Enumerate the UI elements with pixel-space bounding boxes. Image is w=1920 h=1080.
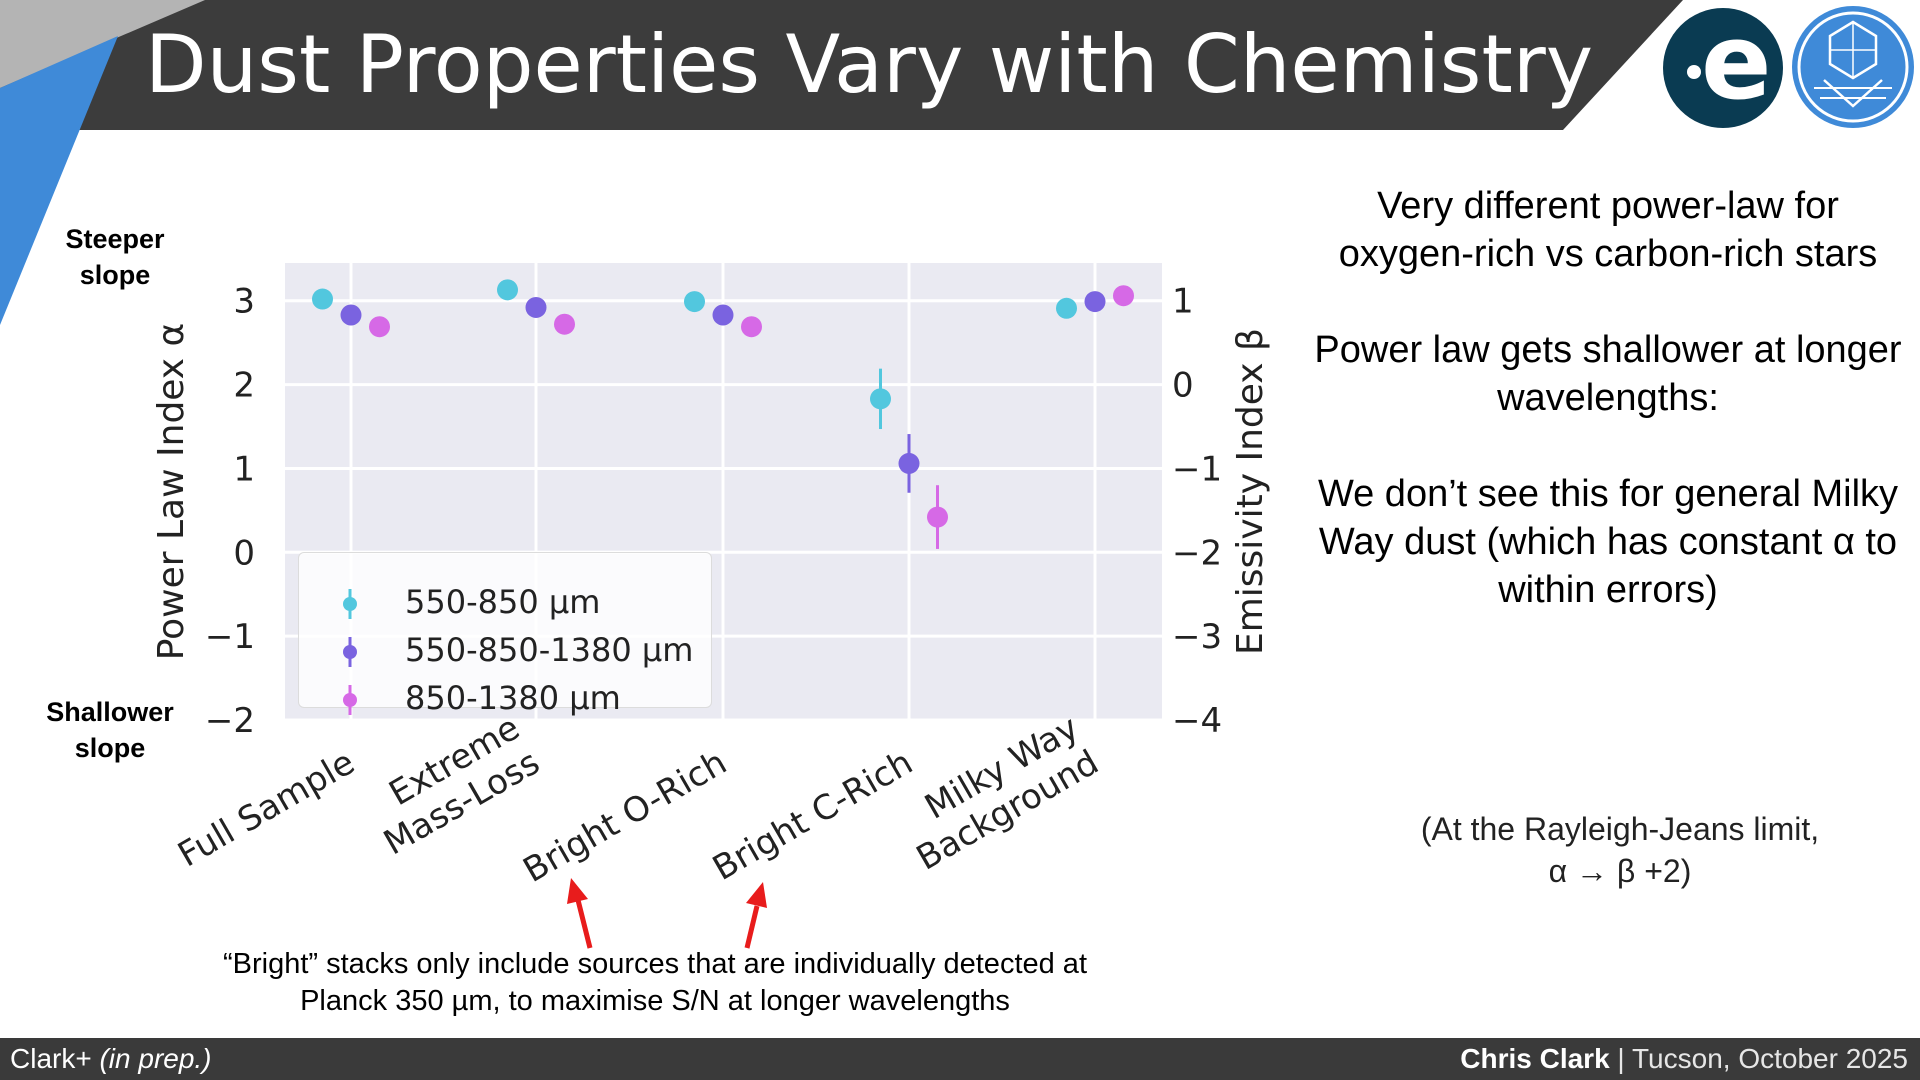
legend-marker-magenta-icon: [343, 685, 357, 715]
citation-in-prep: (in prep.): [99, 1043, 212, 1074]
y2-tick-label: 0: [1172, 366, 1194, 406]
legend-label: 850-1380 µm: [405, 679, 621, 717]
author-name: Chris Clark: [1460, 1043, 1610, 1074]
red-arrow-bright-o-rich: [567, 878, 593, 949]
data-point: [898, 452, 920, 474]
data-point: [712, 304, 734, 326]
data-point: [741, 316, 762, 338]
data-point: [554, 313, 575, 335]
data-point: [497, 279, 518, 301]
data-point: [312, 288, 333, 310]
blue-accent-shape: [0, 36, 118, 325]
legend-label: 550-850 µm: [405, 583, 601, 621]
x-tick-label: Bright C-Rich: [706, 742, 919, 888]
x-tick-label: Bright O-Rich: [517, 742, 734, 890]
right-text-paragraph-2: Power law gets shallower at longer wavel…: [1314, 329, 1902, 419]
title-bar-shape: [0, 0, 1683, 130]
y2-tick-label: −2: [1172, 533, 1222, 573]
data-point: [927, 506, 948, 528]
x-tick-label: Full Sample: [171, 742, 361, 875]
y2-tick-label: −4: [1172, 701, 1222, 741]
rayleigh-jeans-note: (At the Rayleigh-Jeans limit, α → β +2): [1420, 811, 1820, 889]
legend-item: 550-850 µm: [299, 579, 711, 625]
y-axis-label: Power Law Index α: [151, 323, 192, 661]
bright-stacks-footnote: “Bright” stacks only include sources tha…: [223, 948, 1087, 1017]
legend-marker-purple-icon: [343, 637, 357, 667]
esa-logo-dot: [1687, 65, 1701, 79]
x-tick-label-line: Full Sample: [171, 742, 361, 875]
y2-tick-label: −3: [1172, 617, 1222, 657]
data-point: [1113, 285, 1134, 307]
slide-title: Dust Properties Vary with Chemistry: [145, 18, 1594, 111]
jwst-telescope-icon: [1797, 11, 1909, 123]
data-point: [1084, 291, 1106, 313]
shallower-slope-label: Shallower slope: [46, 697, 174, 763]
legend-item: 850-1380 µm: [299, 675, 711, 721]
data-point: [684, 291, 705, 313]
footer-bar: Clark+ (in prep.) Chris Clark | Tucson, …: [0, 1038, 1920, 1080]
data-point: [369, 316, 390, 338]
footer-credit: Chris Clark | Tucson, October 2025: [1460, 1043, 1908, 1075]
y-tick-label: 1: [233, 449, 255, 489]
legend-item: 550-850-1380 µm: [299, 627, 711, 673]
data-point: [1056, 297, 1077, 319]
citation-text: Clark+: [10, 1043, 100, 1074]
jwst-logo: [1792, 6, 1914, 128]
steeper-slope-label: Steeper slope: [65, 224, 165, 290]
title-bar: Dust Properties Vary with Chemistry e: [0, 0, 1920, 140]
y-tick-label: 2: [233, 366, 255, 406]
legend-label: 550-850-1380 µm: [405, 631, 694, 669]
data-point: [870, 388, 891, 410]
y2-tick-label: 1: [1172, 282, 1194, 322]
y2-tick-label: −1: [1172, 449, 1222, 489]
right-text-paragraph-3: We don’t see this for general Milky Way …: [1317, 473, 1899, 611]
y2-axis-label: Emissivity Index β: [1230, 328, 1271, 655]
blue-accent-stripe: [0, 36, 118, 325]
x-tick-label-line: Bright C-Rich: [706, 742, 919, 888]
footer-citation: Clark+ (in prep.): [10, 1043, 212, 1075]
esa-logo: e: [1663, 2, 1783, 128]
y-tick-label: −2: [205, 701, 255, 741]
esa-logo-letter-icon: e: [1701, 1, 1772, 123]
y-tick-label: −1: [205, 617, 255, 657]
chart-legend: 550-850 µm 550-850-1380 µm 850-1380 µm: [298, 552, 712, 717]
right-text-paragraph-1: Very different power-law for oxygen-rich…: [1338, 185, 1878, 275]
footer-separator: |: [1609, 1043, 1632, 1074]
x-tick-label-line: Bright O-Rich: [517, 742, 734, 890]
y-tick-label: 3: [233, 282, 255, 322]
data-point: [340, 304, 362, 326]
data-point: [525, 296, 547, 318]
y-tick-label: 0: [233, 533, 255, 573]
red-arrow-bright-c-rich: [744, 882, 767, 949]
event-info: Tucson, October 2025: [1631, 1043, 1908, 1074]
legend-marker-cyan-icon: [343, 589, 357, 619]
